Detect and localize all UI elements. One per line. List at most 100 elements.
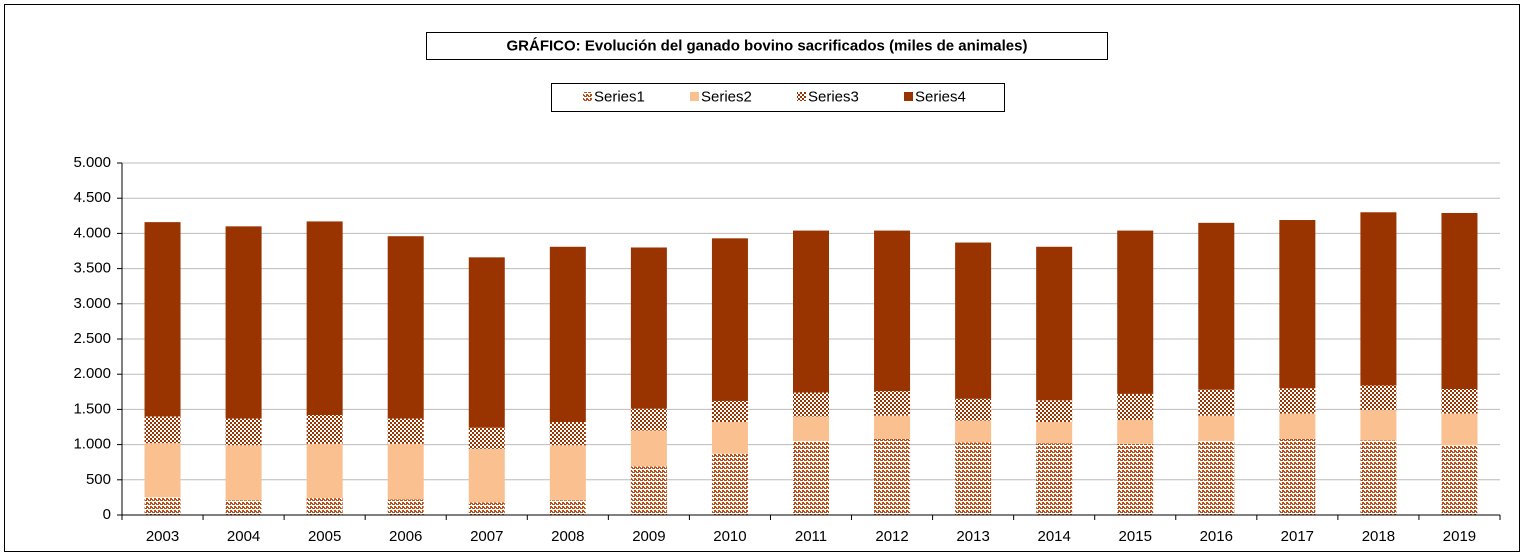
- legend-label: Series3: [808, 88, 859, 105]
- bar-segment: [306, 443, 343, 499]
- x-tick-label: 2013: [956, 528, 989, 545]
- bar-segment: [793, 230, 829, 393]
- x-tick-label: 2004: [227, 528, 260, 545]
- y-tick-label: 1.000: [73, 436, 111, 453]
- legend-label: Series1: [594, 88, 645, 105]
- bar-segment: [306, 415, 343, 444]
- bar-segment: [1441, 388, 1478, 414]
- bar-segment: [874, 391, 911, 416]
- legend-swatch: [797, 92, 806, 101]
- bar-segment: [793, 416, 829, 442]
- bar-segment: [225, 226, 262, 419]
- bar-segment: [955, 420, 992, 443]
- legend-swatch: [904, 92, 913, 101]
- bar-segment: [711, 238, 748, 401]
- y-tick-label: 2.000: [73, 365, 111, 382]
- bar-segment: [468, 448, 505, 503]
- bar-segment: [955, 398, 992, 421]
- bar-segment: [225, 445, 262, 501]
- bar-segment: [630, 430, 667, 467]
- bar-segment: [1198, 389, 1235, 416]
- bar-segment: [1117, 230, 1154, 394]
- y-tick-label: 5.000: [73, 154, 111, 171]
- bar-segment: [1036, 422, 1073, 444]
- bar-segment: [630, 247, 667, 409]
- bar-segment: [387, 418, 424, 444]
- y-tick-label: 0: [103, 506, 111, 523]
- x-tick-label: 2009: [632, 528, 665, 545]
- bar-segment: [1441, 212, 1478, 389]
- bar-segment: [1360, 385, 1397, 411]
- bar-segment: [468, 257, 505, 428]
- bar-segment: [225, 500, 262, 515]
- x-tick-label: 2008: [551, 528, 584, 545]
- bar-segment: [549, 500, 586, 515]
- legend-swatch: [583, 92, 592, 101]
- x-tick-label: 2007: [470, 528, 503, 545]
- y-tick-label: 3.500: [73, 260, 111, 277]
- bar-segment: [955, 242, 992, 399]
- bar-segment: [387, 236, 424, 419]
- bar-segment: [144, 443, 181, 498]
- x-tick-label: 2017: [1281, 528, 1314, 545]
- bar-segment: [1198, 415, 1235, 442]
- bar-segment: [874, 230, 911, 392]
- bar-segment: [306, 498, 343, 515]
- bar-segment: [549, 422, 586, 446]
- bar-segment: [874, 438, 911, 515]
- bar-segment: [793, 441, 829, 515]
- bar-segment: [1117, 443, 1154, 515]
- bar-segment: [306, 221, 343, 416]
- x-tick-label: 2015: [1119, 528, 1152, 545]
- legend-label: Series2: [701, 88, 752, 105]
- bar-segment: [1360, 440, 1397, 515]
- x-tick-label: 2005: [308, 528, 341, 545]
- legend-box: [551, 83, 1005, 112]
- y-tick-label: 4.500: [73, 189, 111, 206]
- bar-segment: [1198, 222, 1235, 390]
- bar-segment: [1117, 419, 1154, 444]
- bar-segment: [1441, 445, 1478, 515]
- y-tick-label: 4.000: [73, 224, 111, 241]
- bar-segment: [955, 442, 992, 515]
- bar-segment: [1198, 441, 1235, 515]
- x-tick-label: 2014: [1037, 528, 1070, 545]
- bar-segment: [1279, 388, 1316, 414]
- bar-segment: [711, 400, 748, 423]
- bar-segment: [549, 445, 586, 501]
- bar-segment: [1036, 400, 1073, 423]
- bar-segment: [711, 453, 748, 515]
- chart-title: GRÁFICO: Evolución del ganado bovino sac…: [507, 37, 1028, 54]
- x-tick-label: 2019: [1443, 528, 1476, 545]
- bar-segment: [549, 246, 586, 423]
- bar-segment: [1036, 443, 1073, 515]
- bar-segment: [1279, 438, 1316, 515]
- y-tick-label: 500: [86, 471, 111, 488]
- x-tick-label: 2016: [1200, 528, 1233, 545]
- bar-segment: [225, 418, 262, 446]
- bar-segment: [1441, 413, 1478, 446]
- x-tick-label: 2006: [389, 528, 422, 545]
- bar-segment: [144, 416, 181, 444]
- x-tick-label: 2018: [1362, 528, 1395, 545]
- bar-segment: [1036, 246, 1073, 401]
- bar-segment: [1117, 393, 1154, 420]
- bar-segment: [468, 502, 505, 515]
- x-tick-label: 2011: [795, 528, 827, 545]
- bar-segment: [1360, 212, 1397, 386]
- bar-segment: [1279, 220, 1316, 389]
- x-tick-label: 2010: [713, 528, 746, 545]
- y-tick-label: 1.500: [73, 400, 111, 417]
- bar-segment: [1279, 413, 1316, 439]
- legend-label: Series4: [915, 88, 966, 105]
- bar-segment: [711, 422, 748, 454]
- bar-segment: [468, 427, 505, 449]
- bar-segment: [874, 415, 911, 439]
- bar-segment: [387, 499, 424, 515]
- y-tick-label: 2.500: [73, 330, 111, 347]
- bar-segment: [793, 392, 829, 417]
- bar-segment: [1360, 410, 1397, 441]
- bar-segment: [630, 466, 667, 515]
- bar-segment: [630, 408, 667, 431]
